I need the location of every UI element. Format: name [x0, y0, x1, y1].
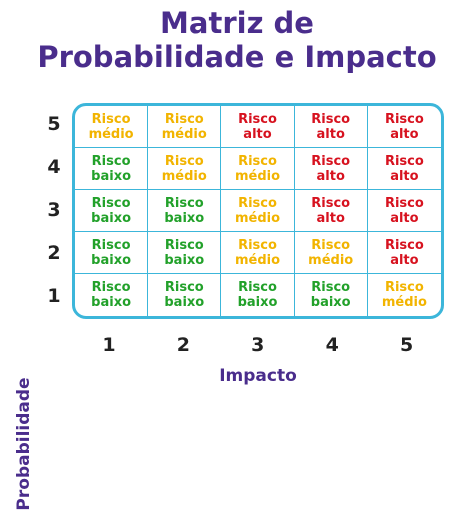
matrix-cell: Risco baixo [75, 232, 149, 274]
x-tick-label: 2 [176, 334, 190, 356]
matrix-cell: Risco baixo [295, 274, 368, 316]
matrix-cell: Risco médio [75, 106, 149, 148]
matrix-cell: Risco médio [294, 232, 368, 274]
matrix-cell: Risco médio [221, 190, 295, 232]
matrix-cell: Risco médio [381, 280, 427, 310]
x-tick-label: 1 [102, 334, 116, 356]
matrix-cell: Risco baixo [221, 274, 295, 316]
x-axis-label: Impacto [219, 366, 297, 386]
matrix-cell: Risco médio [221, 232, 295, 274]
matrix-cell: Risco alto [294, 106, 368, 148]
risk-matrix-grid: Risco médio Risco médio Risco alto Risco al… [72, 103, 444, 319]
matrix-cell: Risco baixo [75, 148, 149, 190]
matrix-cell: Risco baixo [148, 190, 222, 232]
y-tick-label: 2 [47, 242, 61, 265]
matrix-cell: Risco médio [148, 148, 222, 190]
y-tick-label: 3 [47, 199, 61, 221]
matrix-cell: Risco alto [367, 232, 441, 274]
matrix-cell: Risco alto [367, 148, 441, 190]
y-axis-label: Probabilidade [14, 377, 34, 511]
matrix-cell: Risco alto [221, 106, 295, 148]
y-tick-label: 1 [47, 285, 61, 308]
x-tick-label: 3 [251, 334, 265, 356]
y-tick-label: 5 [47, 112, 61, 135]
matrix-cell: Risco baixo [75, 274, 149, 316]
matrix-cell: Risco alto [367, 106, 441, 148]
matrix-cell: Risco alto [367, 190, 441, 232]
y-tick-label: 4 [47, 155, 61, 178]
x-tick-label: 4 [325, 334, 339, 356]
x-tick-label: 5 [399, 334, 414, 356]
matrix-cell: Risco médio [221, 148, 295, 190]
diagram-title: Matriz de Probabilidade e Impacto [37, 6, 437, 74]
matrix-cell: Risco alto [294, 148, 368, 190]
matrix-cell: Risco baixo [148, 232, 222, 274]
matrix-cell: Risco alto [294, 190, 368, 232]
matrix-cell: Risco médio [148, 106, 222, 148]
matrix-cell: Risco baixo [148, 274, 222, 316]
matrix-cell: Risco baixo [75, 190, 149, 232]
